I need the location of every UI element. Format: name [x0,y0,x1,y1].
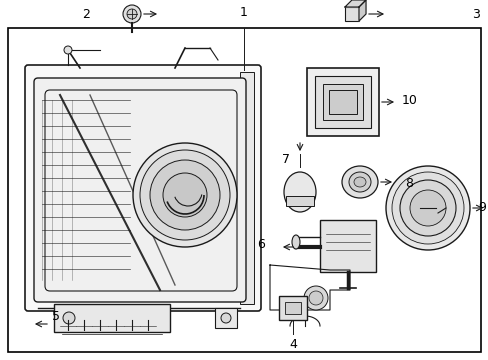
Circle shape [127,9,137,19]
Text: 4: 4 [288,338,296,351]
Text: 6: 6 [257,238,264,251]
Bar [345,7,358,21]
Circle shape [391,172,463,244]
Circle shape [163,173,206,217]
Text: 3: 3 [471,8,479,21]
Bar [55,308,83,328]
FancyBboxPatch shape [34,78,245,302]
Polygon shape [358,0,365,21]
Bar [279,296,306,320]
Bar [328,90,356,114]
Text: 8: 8 [404,177,412,190]
Bar [54,304,170,332]
Circle shape [140,150,229,240]
Bar [314,76,370,128]
Circle shape [133,143,237,247]
Bar [323,84,362,120]
Circle shape [304,286,327,310]
Text: 9: 9 [477,202,485,215]
Circle shape [399,180,455,236]
Text: 1: 1 [240,5,247,18]
Circle shape [385,166,469,250]
Circle shape [64,46,72,54]
Ellipse shape [341,166,377,198]
Circle shape [308,291,323,305]
Bar [285,302,301,314]
Circle shape [150,160,220,230]
Text: 10: 10 [401,94,417,107]
Bar [319,220,375,272]
Ellipse shape [353,177,365,187]
Ellipse shape [284,172,315,212]
Bar [240,72,253,304]
Polygon shape [345,0,365,7]
Circle shape [123,5,141,23]
Circle shape [221,313,230,323]
FancyBboxPatch shape [25,65,261,311]
Bar [215,308,237,328]
Ellipse shape [348,172,370,192]
Bar [306,68,378,136]
Text: 5: 5 [52,310,60,323]
Circle shape [409,190,445,226]
Text: 2: 2 [82,8,90,21]
Bar [285,196,313,206]
Text: 7: 7 [282,153,289,166]
Circle shape [63,312,75,324]
Ellipse shape [291,235,299,249]
